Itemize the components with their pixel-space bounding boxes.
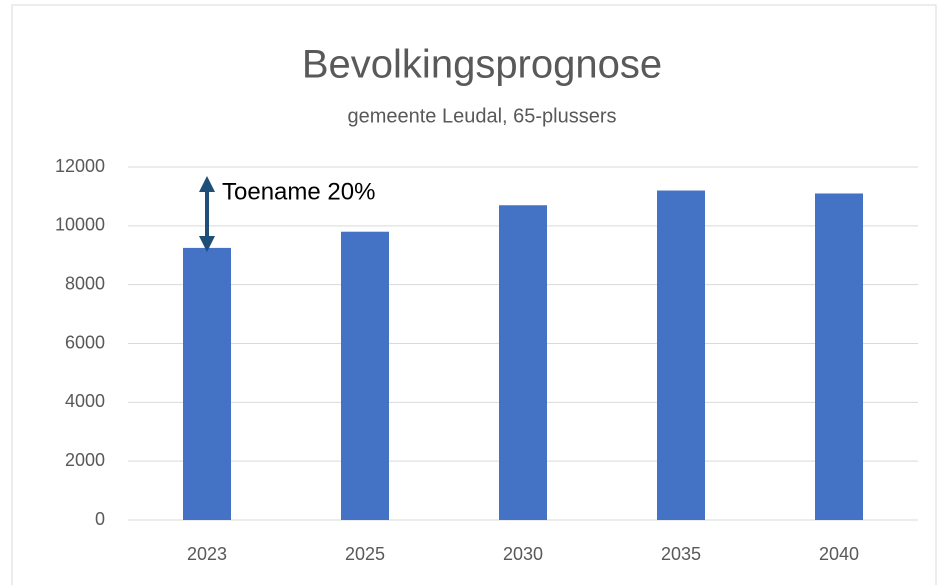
y-tick-label: 12000 (55, 156, 105, 176)
annotation: Toename 20% (222, 178, 375, 205)
y-tick-label: 6000 (65, 332, 105, 352)
chart-border (11, 4, 937, 585)
x-tick-label: 2025 (345, 544, 385, 564)
y-tick-label: 10000 (55, 215, 105, 235)
bar (815, 193, 863, 520)
x-tick-label: 2023 (187, 544, 227, 564)
y-tick-label: 2000 (65, 450, 105, 470)
bar (657, 190, 705, 521)
x-tick-label: 2030 (503, 544, 543, 564)
x-tick-label: 2040 (819, 544, 859, 564)
chart-subtitle: gemeente Leudal, 65-plussers (347, 105, 616, 127)
bar (341, 231, 389, 520)
y-tick-label: 4000 (65, 391, 105, 411)
bar (499, 205, 547, 520)
chart-title: Bevolkingsprognose (302, 43, 662, 87)
y-tick-label: 8000 (65, 273, 105, 293)
bar (183, 247, 231, 521)
x-tick-label: 2035 (661, 544, 701, 564)
y-tick-label: 0 (95, 509, 105, 529)
